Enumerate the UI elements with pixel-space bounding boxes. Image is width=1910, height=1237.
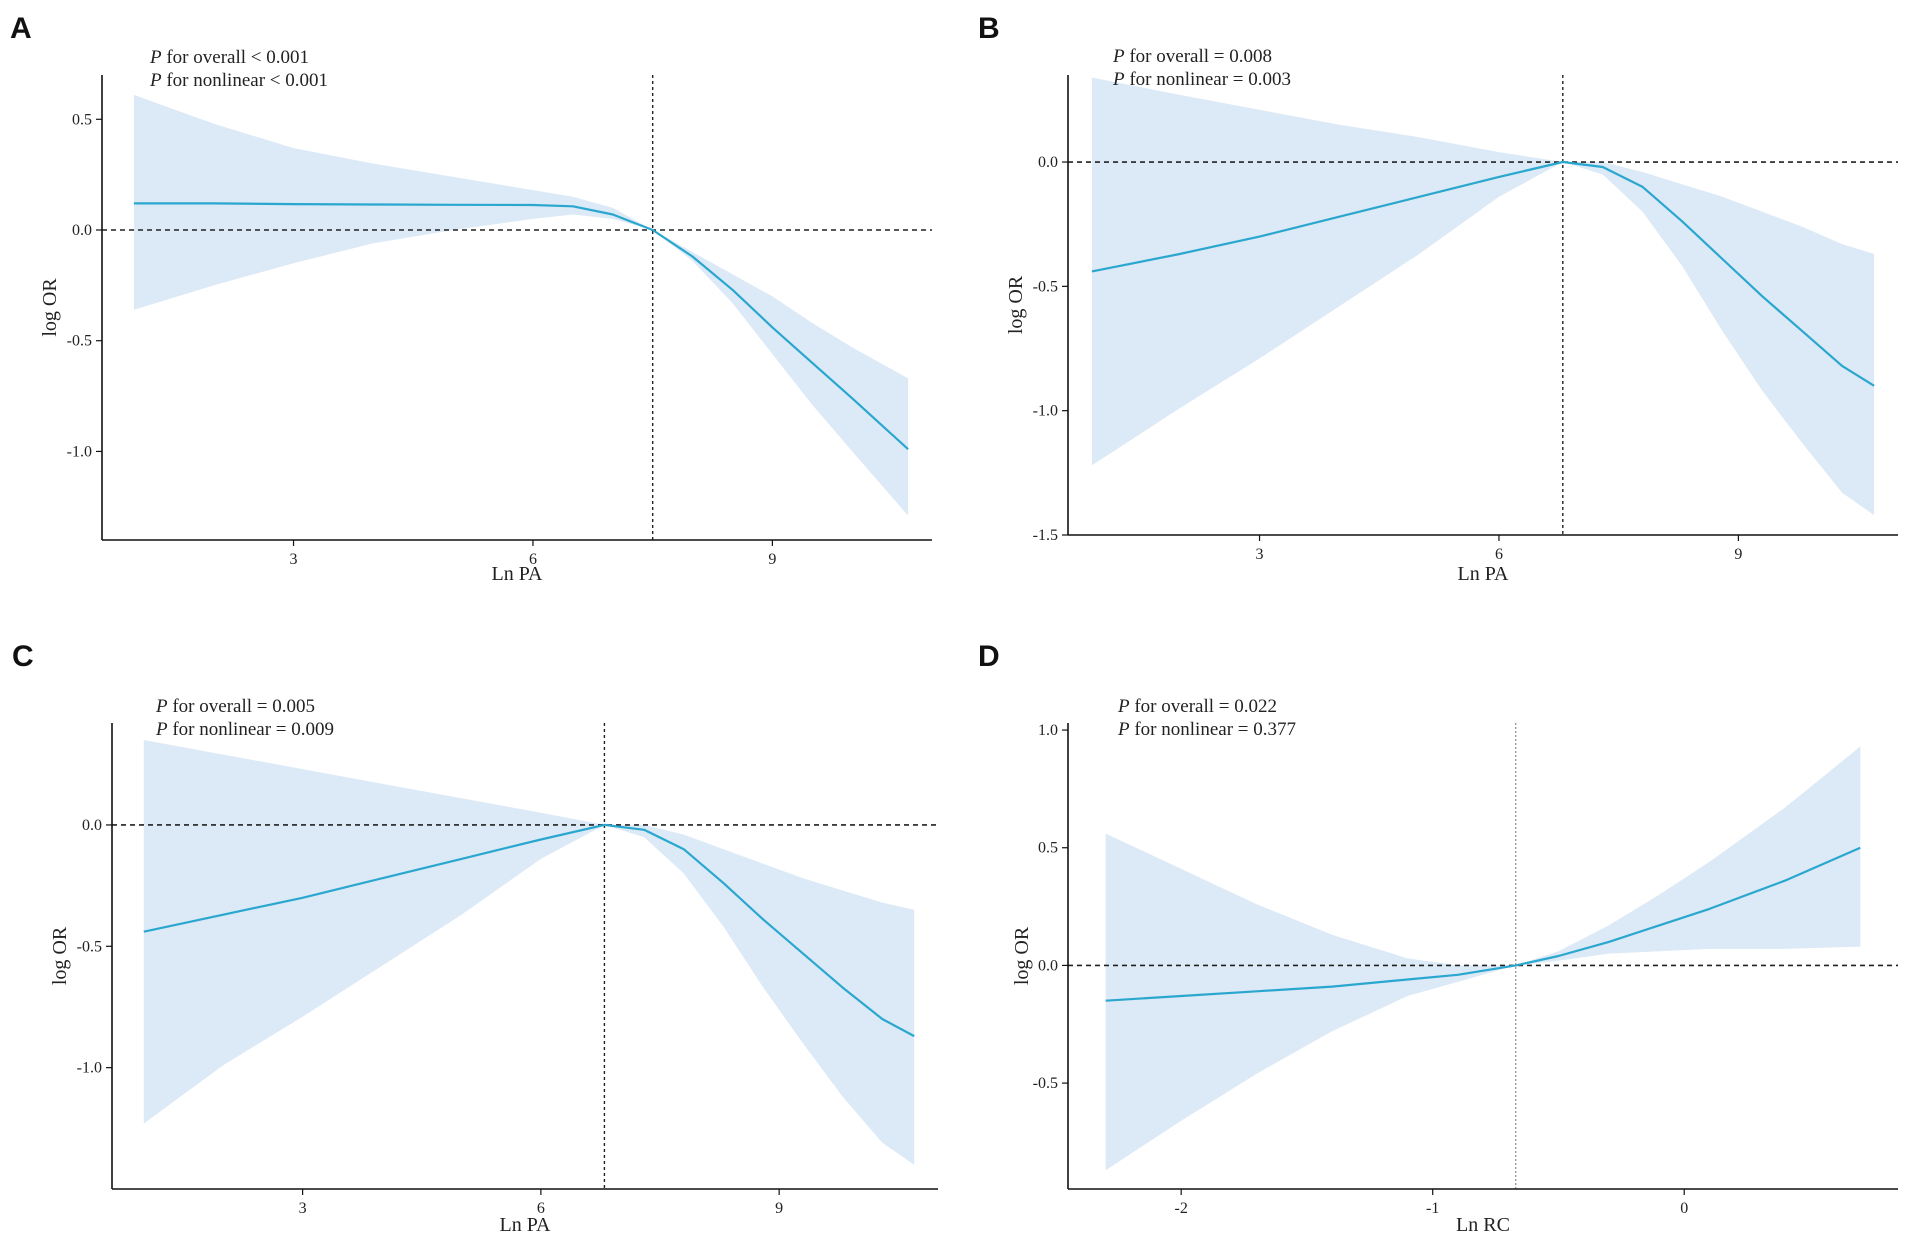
p-symbol: P (1112, 69, 1125, 90)
y-tick-label: -0.5 (77, 938, 102, 955)
y-tick-label: 0.0 (1038, 957, 1058, 974)
y-tick-label: -1.0 (67, 443, 92, 460)
x-tick-label: -2 (1175, 1200, 1188, 1217)
y-tick-label: -1.0 (77, 1060, 102, 1077)
p-value-annotation: P for nonlinear < 0.001 (149, 70, 328, 91)
x-tick-label: 3 (299, 1200, 307, 1217)
x-tick-label: 9 (1734, 546, 1742, 563)
panel-letter: B (978, 12, 1000, 45)
p-symbol: P (1112, 46, 1125, 67)
p-value-annotation: P for nonlinear = 0.377 (1117, 719, 1296, 740)
p-value-annotation: P for overall < 0.001 (149, 47, 309, 68)
panel-letter: C (12, 640, 34, 673)
p-symbol: P (149, 47, 162, 68)
y-tick-label: 1.0 (1038, 722, 1058, 739)
y-axis-title: log OR (39, 278, 61, 337)
p-text: for overall = 0.008 (1125, 46, 1272, 67)
x-axis-title: Ln PA (492, 563, 544, 585)
p-symbol: P (1117, 719, 1130, 740)
p-value-annotation: P for nonlinear = 0.009 (155, 719, 334, 740)
p-symbol: P (149, 70, 162, 91)
y-tick-label: -1.5 (1033, 527, 1058, 544)
p-symbol: P (1117, 696, 1130, 717)
p-text: for nonlinear = 0.009 (168, 719, 334, 740)
y-axis-title: log OR (1005, 275, 1027, 334)
p-value-annotation: P for overall = 0.022 (1117, 696, 1277, 717)
p-text: for overall = 0.022 (1130, 696, 1277, 717)
x-tick-label: 6 (537, 1200, 545, 1217)
y-axis-title: log OR (1011, 926, 1033, 985)
confidence-band (1105, 746, 1861, 1171)
y-tick-label: 0.5 (1038, 840, 1058, 857)
x-tick-label: 3 (290, 551, 298, 568)
panel-letter: A (10, 12, 32, 45)
y-tick-label: -1.0 (1033, 403, 1058, 420)
y-tick-label: 0.5 (72, 111, 92, 128)
y-tick-label: -0.5 (1033, 1075, 1058, 1092)
series-line (1105, 846, 1861, 1002)
panel-c: C 3 6 9 0.0 -0.5 -1.0 Ln PA log OR P for overall … (12, 640, 938, 1236)
p-value-annotation: P for overall = 0.008 (1112, 46, 1272, 67)
p-value-annotation: P for overall = 0.005 (155, 696, 315, 717)
p-text: for nonlinear < 0.001 (162, 70, 328, 91)
x-axis-title: Ln PA (1458, 563, 1510, 585)
panel-b: B 3 6 9 0.0 -0.5 -1.0 -1.5 Ln PA log OR P for over… (978, 12, 1898, 585)
panel-d: D -2 -1 0 1.0 0.5 0.0 -0.5 Ln RC log OR P for over… (978, 640, 1898, 1236)
x-tick-label: 3 (1256, 546, 1264, 563)
x-tick-label: 9 (775, 1200, 783, 1217)
panel-a: A 3 6 9 0.5 0.0 -0.5 -1.0 Ln PA log OR P for overa… (10, 12, 932, 585)
p-text: for overall < 0.001 (162, 47, 309, 68)
y-tick-label: 0.0 (1038, 154, 1058, 171)
confidence-band (1091, 77, 1875, 516)
x-tick-label: 6 (529, 551, 537, 568)
p-symbol: P (155, 719, 168, 740)
y-axis-title: log OR (49, 926, 71, 985)
x-tick-label: 9 (768, 551, 776, 568)
p-text: for nonlinear = 0.003 (1125, 69, 1291, 90)
x-tick-label: 0 (1680, 1200, 1688, 1217)
x-axis-title: Ln RC (1456, 1214, 1510, 1236)
p-value-annotation: P for nonlinear = 0.003 (1112, 69, 1291, 90)
p-text: for nonlinear = 0.377 (1130, 719, 1296, 740)
y-tick-label: 0.0 (82, 817, 102, 834)
series-line (133, 202, 909, 451)
x-tick-label: -1 (1426, 1200, 1439, 1217)
series-line (1091, 160, 1875, 387)
p-symbol: P (155, 696, 168, 717)
y-tick-label: -0.5 (67, 333, 92, 350)
x-axis-title: Ln PA (500, 1214, 552, 1236)
y-tick-label: 0.0 (72, 222, 92, 239)
y-tick-label: -0.5 (1033, 278, 1058, 295)
x-tick-label: 6 (1495, 546, 1503, 563)
panel-letter: D (978, 640, 1000, 673)
confidence-band (133, 94, 909, 516)
p-text: for overall = 0.005 (168, 696, 315, 717)
series-line (143, 823, 915, 1038)
confidence-band (143, 740, 915, 1165)
